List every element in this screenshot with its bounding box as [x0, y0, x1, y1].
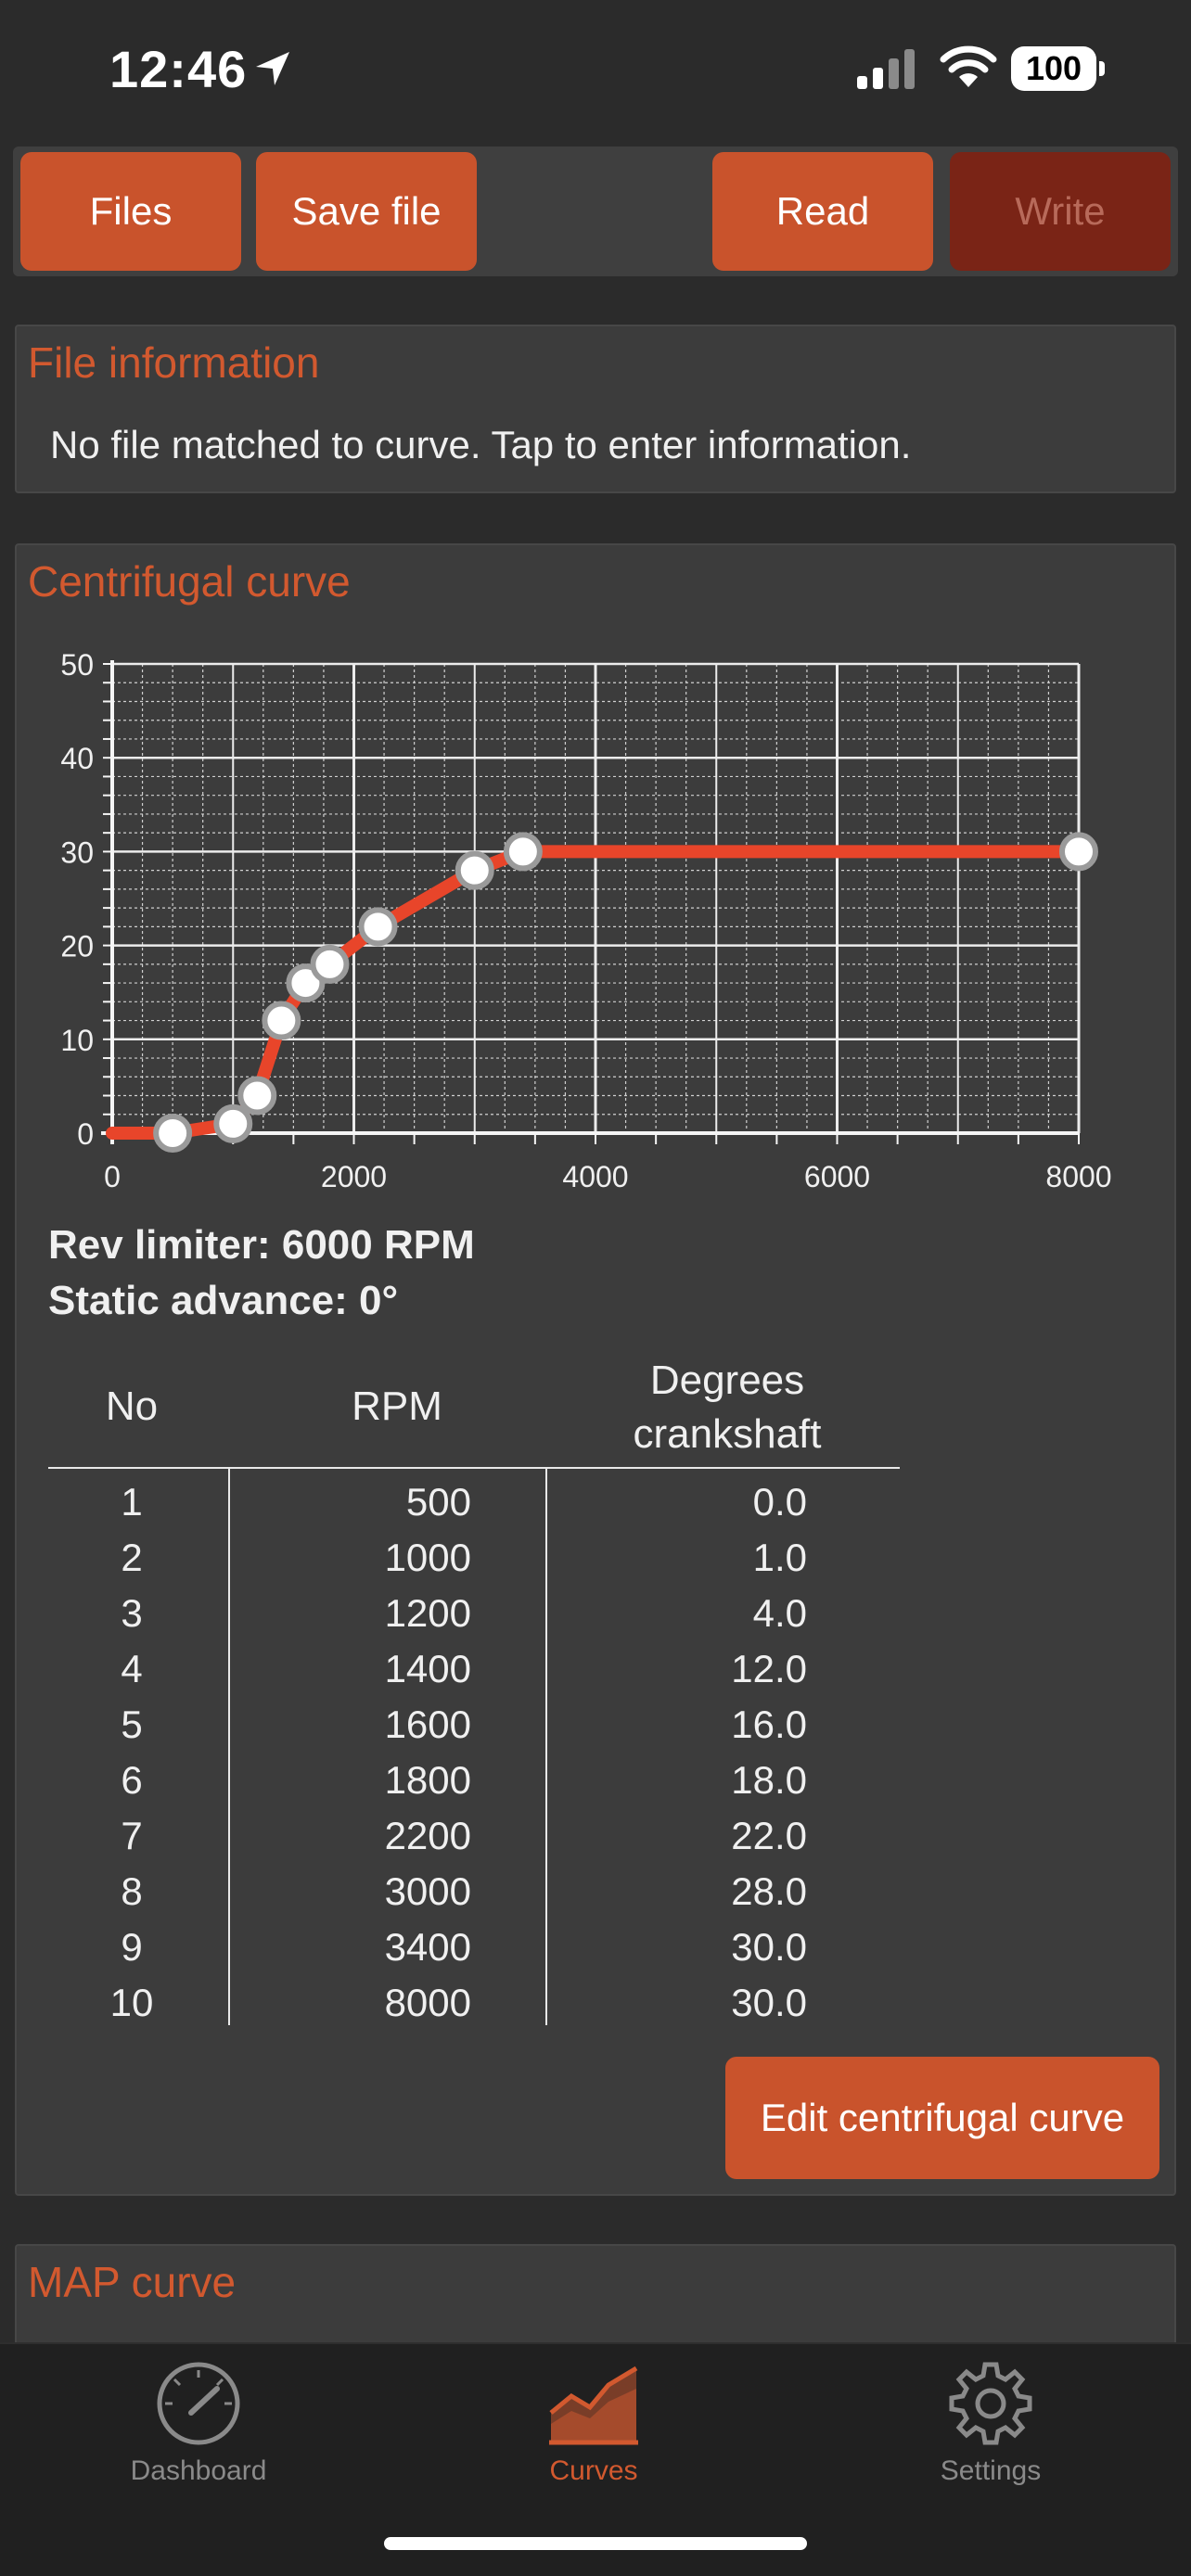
data-point: [310, 944, 350, 984]
tab-settings[interactable]: Settings: [870, 2357, 1111, 2506]
read-button[interactable]: Read: [712, 152, 933, 271]
table-cell-degrees: 22.0: [731, 1814, 807, 1857]
file-information-text[interactable]: No file matched to curve. Tap to enter i…: [50, 423, 912, 466]
gear-icon: [949, 2362, 1032, 2445]
file-information-title: File information: [28, 338, 320, 387]
y-tick-label: 30: [60, 835, 94, 869]
table-cell-rpm: 500: [405, 1480, 471, 1524]
tab-curves-label: Curves: [549, 2455, 638, 2486]
table-cell-no: 6: [121, 1758, 143, 1802]
table-cell-no: 3: [121, 1591, 143, 1635]
wifi-icon: [940, 45, 997, 87]
map-curve-panel: MAP curve: [15, 2244, 1176, 2355]
table-cell-rpm: 3000: [384, 1869, 471, 1913]
data-point: [503, 832, 543, 872]
files-button[interactable]: Files: [20, 152, 241, 271]
speedometer-icon: [157, 2362, 240, 2445]
table-cell-rpm: 1800: [384, 1758, 471, 1802]
table-cell-rpm: 1000: [384, 1536, 471, 1579]
table-cell-no: 2: [121, 1536, 143, 1579]
table-cell-degrees: 30.0: [731, 1925, 807, 1969]
tab-dashboard[interactable]: Dashboard: [78, 2357, 319, 2506]
data-point: [1059, 832, 1098, 872]
y-tick-label: 50: [60, 648, 94, 682]
tab-dashboard-label: Dashboard: [130, 2455, 267, 2486]
table-column-divider: [545, 1469, 547, 2025]
table-cell-degrees: 28.0: [731, 1869, 807, 1913]
table-cell-no: 1: [121, 1480, 143, 1524]
table-cell-no: 8: [121, 1869, 143, 1913]
table-header-divider: [48, 1467, 900, 1469]
table-cell-degrees: 0.0: [752, 1480, 807, 1524]
x-tick-label: 4000: [562, 1160, 628, 1193]
map-curve-title: MAP curve: [28, 2258, 237, 2306]
location-arrow-icon: [256, 52, 289, 85]
rev-limiter-text: Rev limiter: 6000 RPM: [48, 1222, 475, 1268]
table-cell-degrees: 16.0: [731, 1702, 807, 1746]
table-cell-rpm: 2200: [384, 1814, 471, 1857]
table-cell-rpm: 3400: [384, 1925, 471, 1969]
signal-icon: [857, 49, 915, 89]
table-cell-degrees: 4.0: [752, 1591, 807, 1635]
table-cell-no: 10: [109, 1981, 154, 2024]
home-indicator: [384, 2537, 807, 2550]
save-file-button[interactable]: Save file: [256, 152, 477, 271]
data-point: [153, 1114, 193, 1153]
table-cell-rpm: 8000: [384, 1981, 471, 2024]
status-time: 12:46: [109, 40, 248, 98]
y-tick-label: 10: [60, 1024, 94, 1057]
x-tick-label: 8000: [1045, 1160, 1111, 1193]
data-point: [237, 1076, 277, 1116]
table-cell-degrees: 18.0: [731, 1758, 807, 1802]
data-point: [455, 850, 494, 890]
centrifugal-curve-title: Centrifugal curve: [28, 557, 351, 606]
static-advance-text: Static advance: 0°: [48, 1278, 399, 1323]
status-bar: 12:46 100: [0, 0, 1191, 139]
table-cell-no: 5: [121, 1702, 143, 1746]
centrifugal-curve-panel: Centrifugal curve 0 10 20 30 40 50 0 2000 4000 60…: [15, 543, 1176, 2196]
data-point: [262, 1001, 301, 1040]
x-tick-label: 6000: [804, 1160, 870, 1193]
data-point: [358, 907, 398, 947]
y-tick-label: 20: [60, 930, 94, 963]
y-tick-label: 40: [60, 742, 94, 775]
table-header-degrees-line1: Degrees: [649, 1358, 805, 1403]
curves-chart-icon: [549, 2366, 638, 2445]
y-tick-label: 0: [77, 1117, 94, 1151]
table-cell-degrees: 1.0: [752, 1536, 807, 1579]
file-information-panel[interactable]: File information No file matched to curv…: [15, 325, 1176, 493]
table-cell-rpm: 1600: [384, 1702, 471, 1746]
table-cell-degrees: 12.0: [731, 1647, 807, 1690]
toolbar: Files Save file Read Write: [13, 147, 1178, 276]
table-header-degrees-line2: crankshaft: [633, 1411, 822, 1457]
edit-centrifugal-curve-button[interactable]: Edit centrifugal curve: [725, 2057, 1159, 2179]
x-tick-label: 2000: [321, 1160, 387, 1193]
table-cell-degrees: 30.0: [731, 1981, 807, 2024]
x-tick-label: 0: [104, 1160, 121, 1193]
battery-indicator: 100: [1011, 46, 1105, 91]
write-button[interactable]: Write: [950, 152, 1171, 271]
battery-level: 100: [1025, 49, 1082, 87]
table-header-rpm: RPM: [352, 1384, 442, 1429]
table-cell-rpm: 1400: [384, 1647, 471, 1690]
table-cell-no: 7: [121, 1814, 143, 1857]
table-header-no: No: [105, 1384, 159, 1429]
centrifugal-chart-svg: 0 10 20 30 40 50 0 2000 4000 6000 8000: [60, 648, 1111, 1193]
tab-settings-label: Settings: [940, 2455, 1042, 2486]
data-point: [213, 1103, 253, 1143]
table-cell-no: 4: [121, 1647, 143, 1690]
table-cell-rpm: 1200: [384, 1591, 471, 1635]
centrifugal-chart: 0 10 20 30 40 50 0 2000 4000 6000 8000: [17, 629, 1178, 1204]
table-column-divider: [228, 1469, 230, 2025]
tab-bar: Dashboard Curves Settings: [0, 2342, 1191, 2576]
table-cell-no: 9: [121, 1925, 143, 1969]
tab-curves[interactable]: Curves: [473, 2357, 714, 2506]
